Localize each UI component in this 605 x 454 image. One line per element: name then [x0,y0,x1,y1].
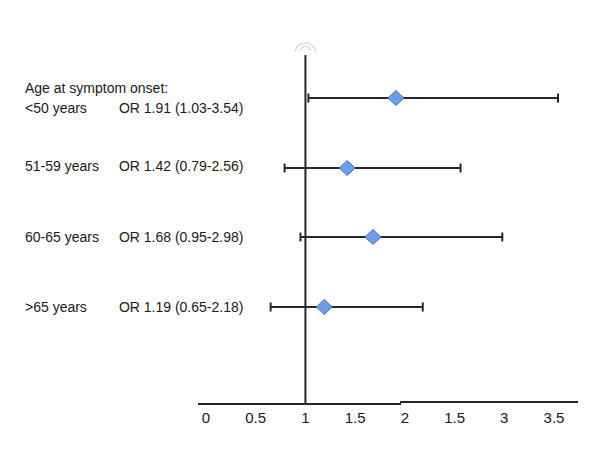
row-or-value: OR 1.19 (0.65-2.18) [119,299,244,315]
reference-line-top-artifact [300,46,310,51]
forest-marker-diamond [316,300,332,315]
row-label-51-59: 51-59 years OR 1.42 (0.79-2.56) [25,158,243,174]
x-tick-label: 3.5 [544,410,565,426]
reference-line-top-artifact [295,43,315,52]
group-heading: Age at symptom onset: [25,80,168,96]
x-tick-label: 0 [202,410,210,426]
forest-marker-diamond [339,161,355,176]
row-category-label: 51-59 years [25,158,115,174]
row-category-label: <50 years [25,100,115,116]
x-tick-label: 3 [500,410,508,426]
row-label-under-50: <50 years OR 1.91 (1.03-3.54) [25,100,243,116]
x-tick-label: 1.5 [345,410,366,426]
row-or-value: OR 1.42 (0.79-2.56) [119,158,244,174]
row-label-60-65: 60-65 years OR 1.68 (0.95-2.98) [25,229,243,245]
row-category-label: >65 years [25,299,115,315]
x-tick-label: 2 [401,410,409,426]
forest-plot-canvas [0,0,605,454]
x-tick-label: 0.5 [245,410,266,426]
row-label-over-65: >65 years OR 1.19 (0.65-2.18) [25,299,243,315]
row-or-value: OR 1.68 (0.95-2.98) [119,229,244,245]
forest-marker-diamond [388,91,404,106]
row-or-value: OR 1.91 (1.03-3.54) [119,100,244,116]
forest-marker-diamond [365,230,381,245]
x-tick-label: 1 [301,410,309,426]
row-category-label: 60-65 years [25,229,115,245]
x-tick-label: 1.5 [444,410,465,426]
forest-plot-figure: Age at symptom onset: <50 years OR 1.91 … [0,0,605,454]
